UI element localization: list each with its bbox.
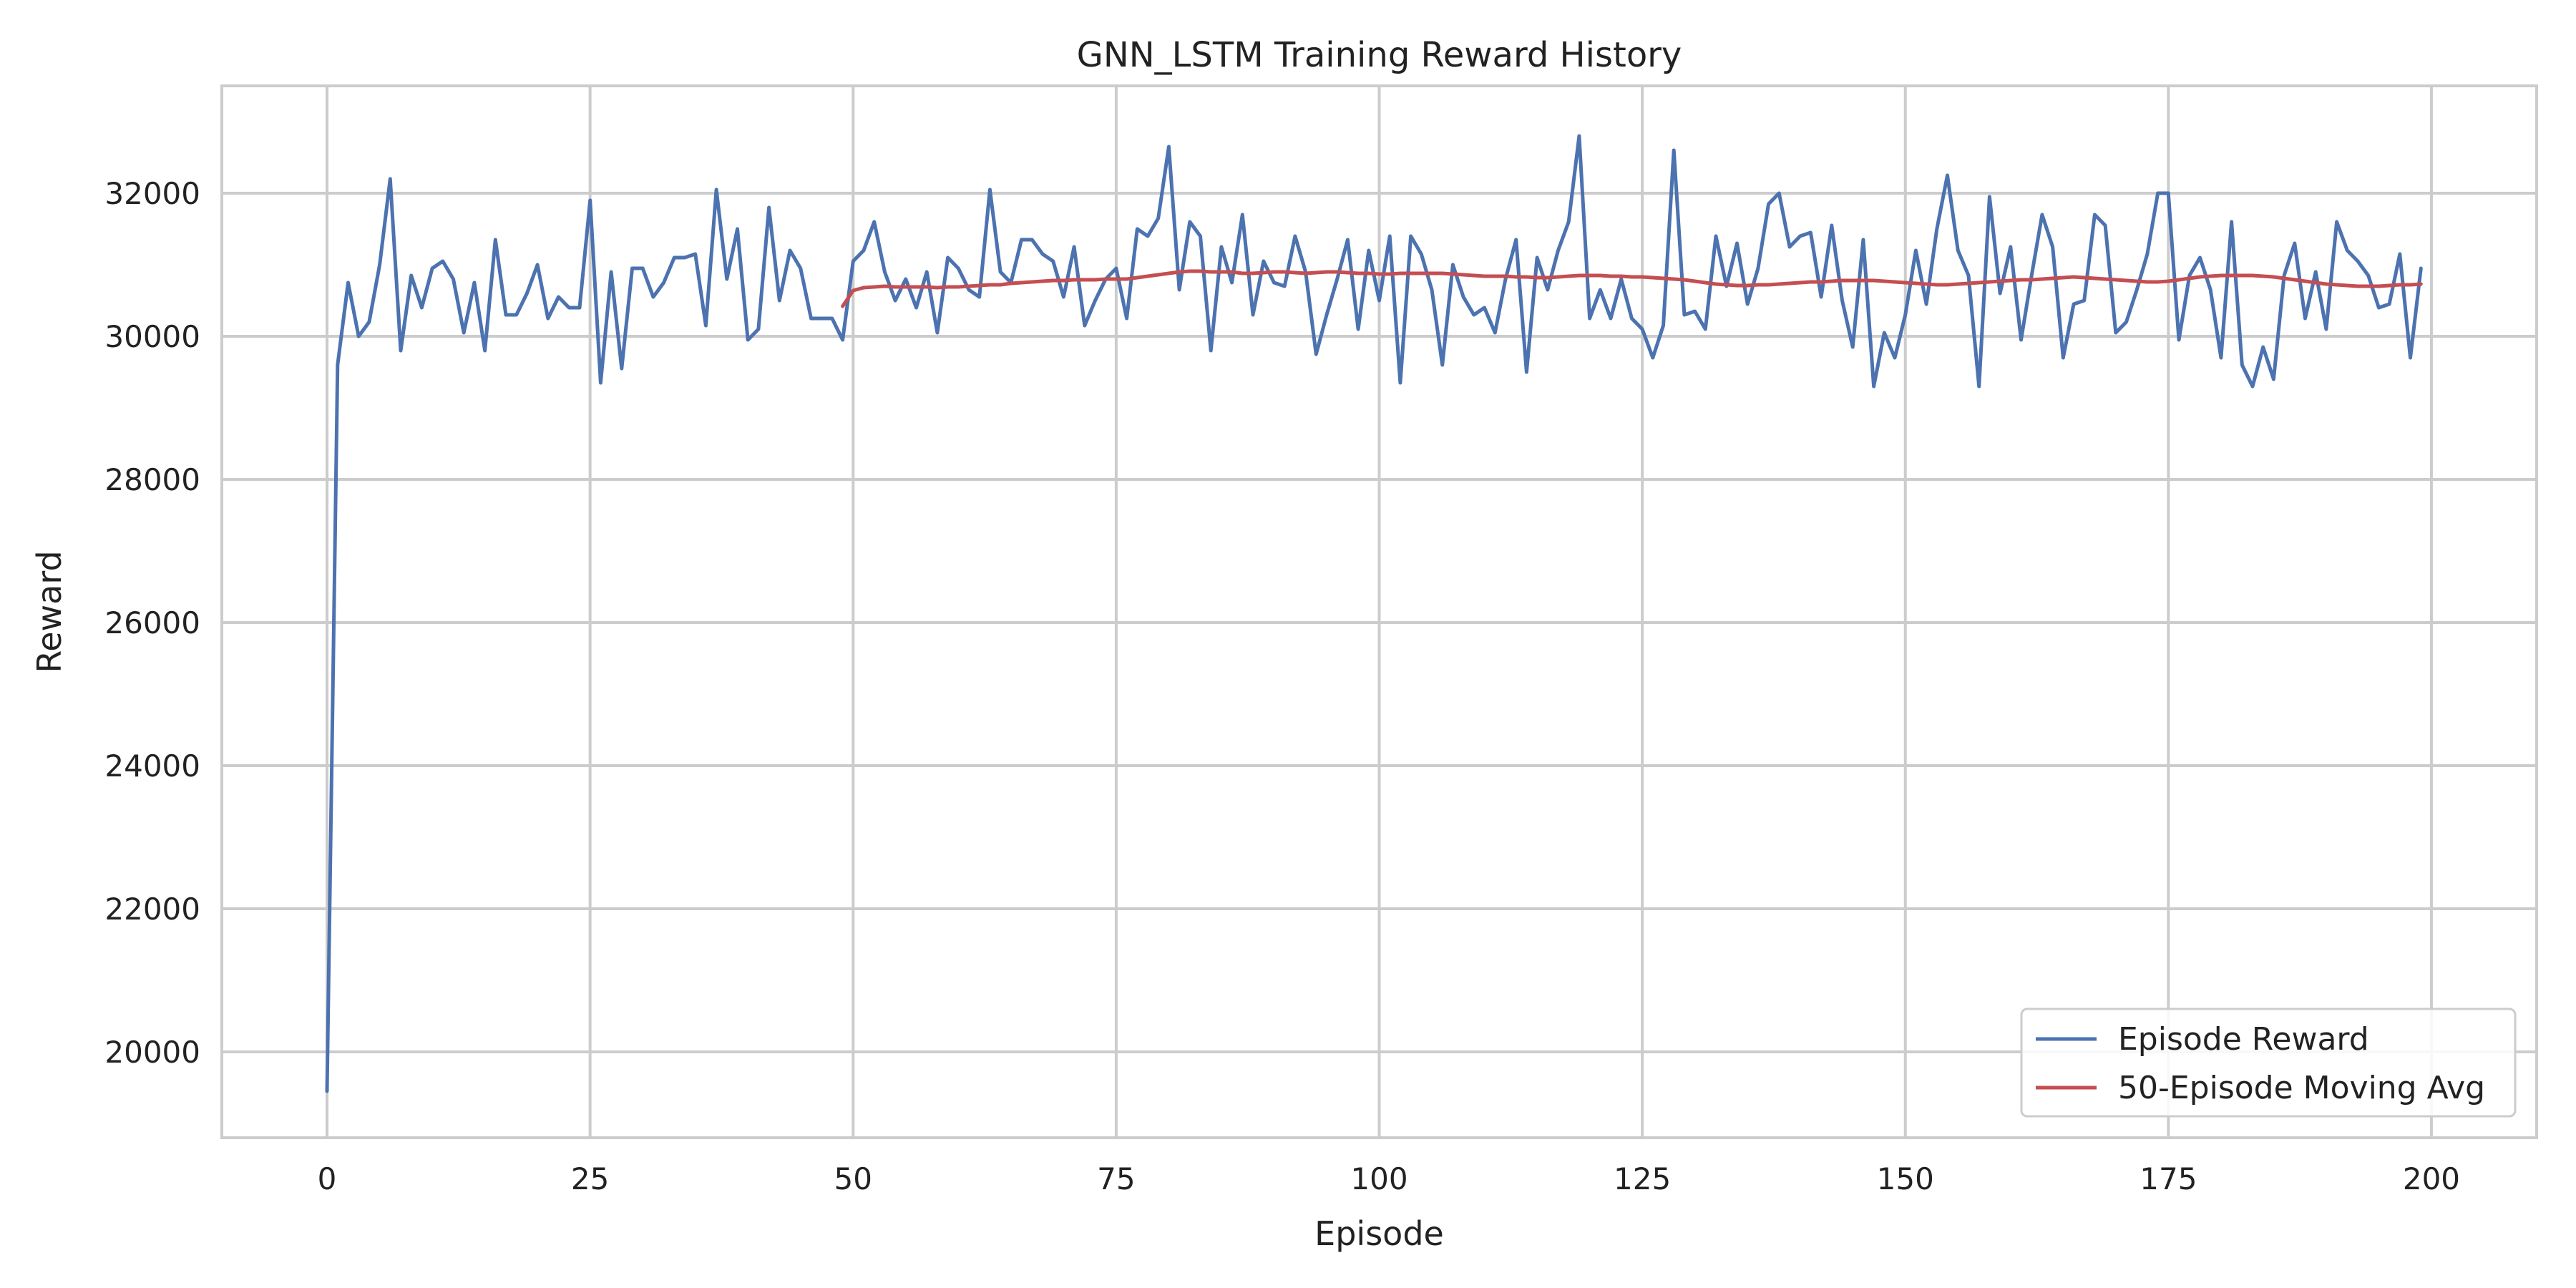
y-tick-labels: 20000 22000 24000 26000 28000 30000 32000 [104,176,200,1070]
y-axis-title: Reward [30,550,69,673]
series-lines [325,134,2423,1093]
legend-label-episode-reward: Episode Reward [2118,1021,2369,1058]
y-tick-label: 20000 [104,1035,200,1070]
chart-title: GNN_LSTM Training Reward History [1077,35,1682,75]
y-tick-label: 26000 [104,605,200,640]
x-tick-label: 100 [1350,1161,1407,1196]
x-tick-label: 25 [571,1161,609,1196]
x-tick-label: 175 [2140,1161,2197,1196]
y-tick-label: 30000 [104,319,200,354]
legend-label-moving-avg: 50-Episode Moving Avg [2118,1070,2485,1106]
legend-box [2020,1008,2517,1118]
plot-frame [220,84,2538,1139]
y-tick-label: 28000 [104,462,200,497]
x-tick-label: 150 [1877,1161,1934,1196]
y-tick-label: 24000 [104,748,200,784]
x-tick-label: 0 [318,1161,337,1196]
x-axis-title: Episode [1314,1214,1444,1253]
y-tick-label: 32000 [104,176,200,211]
x-tick-label: 125 [1614,1161,1671,1196]
y-tick-label: 22000 [104,892,200,927]
x-tick-label: 75 [1097,1161,1135,1196]
moving-average-line [841,269,2423,308]
x-tick-labels: 0 25 50 75 100 125 150 175 200 [318,1161,2460,1196]
legend: Episode Reward 50-Episode Moving Avg [2020,1008,2517,1118]
x-tick-label: 50 [834,1161,872,1196]
x-tick-label: 200 [2403,1161,2460,1196]
